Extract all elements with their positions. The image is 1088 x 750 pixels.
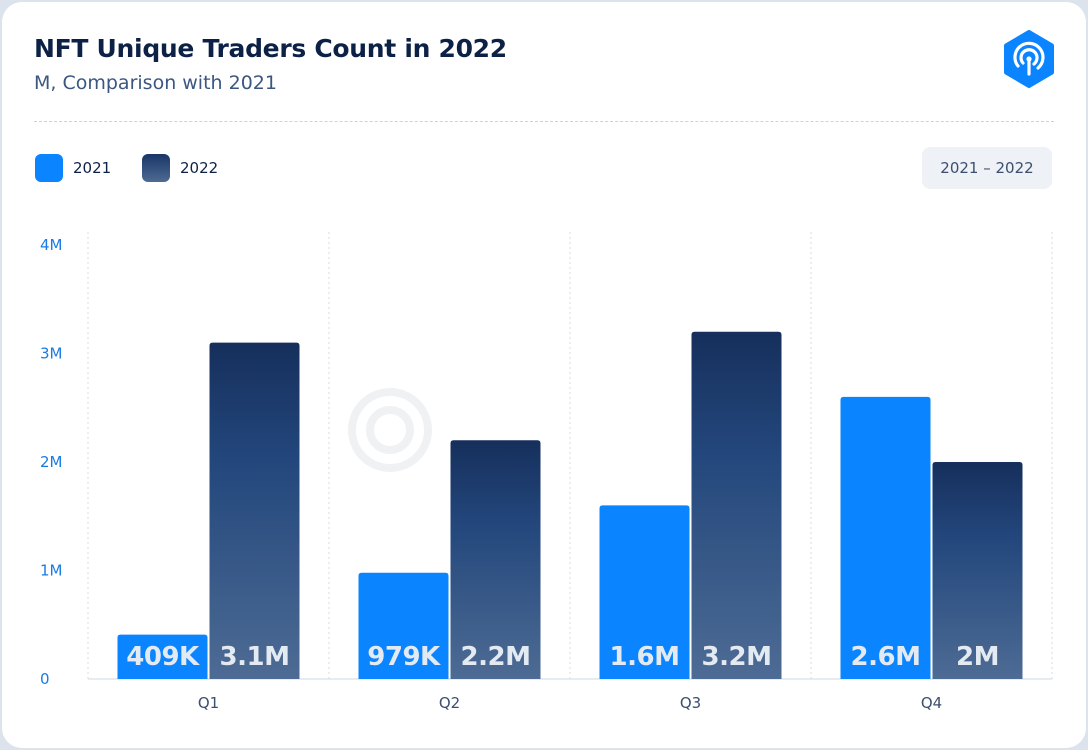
y-tick-label: 1M bbox=[40, 562, 63, 580]
data-label: 3.1M bbox=[220, 642, 290, 672]
legend-swatch-2021 bbox=[35, 154, 63, 182]
chart-title: NFT Unique Traders Count in 2022 bbox=[34, 34, 507, 63]
bar-2022-q3[interactable] bbox=[691, 331, 782, 679]
data-label: 2M bbox=[956, 642, 999, 672]
legend-item-2022[interactable]: 2022 bbox=[142, 154, 218, 182]
legend-item-2021[interactable]: 2021 bbox=[35, 154, 111, 182]
chart-subtitle: M, Comparison with 2021 bbox=[34, 72, 277, 94]
data-label: 409K bbox=[126, 642, 200, 672]
bar-2022-q1[interactable] bbox=[209, 342, 300, 679]
bar-2021-q1[interactable] bbox=[117, 634, 208, 679]
legend-swatch-2022 bbox=[142, 154, 170, 182]
data-label: 2.6M bbox=[851, 642, 921, 672]
dappradar-logo-icon[interactable] bbox=[1000, 30, 1058, 88]
y-tick-label: 0 bbox=[40, 670, 50, 688]
y-tick-label: 3M bbox=[40, 345, 63, 363]
y-tick-label: 2M bbox=[40, 453, 63, 471]
x-tick-label: Q1 bbox=[198, 694, 219, 712]
bar-2021-q2[interactable] bbox=[358, 572, 449, 679]
watermark-icon bbox=[348, 388, 432, 472]
header-divider bbox=[34, 121, 1054, 122]
bar-2021-q4[interactable] bbox=[840, 396, 931, 679]
date-range-button[interactable]: 2021 – 2022 bbox=[922, 147, 1052, 189]
x-tick-label: Q3 bbox=[680, 694, 701, 712]
y-tick-label: 4M bbox=[40, 236, 63, 254]
bar-2021-q3[interactable] bbox=[599, 505, 690, 679]
data-label: 1.6M bbox=[610, 642, 680, 672]
data-label: 3.2M bbox=[702, 642, 772, 672]
bar-2022-q2[interactable] bbox=[450, 440, 541, 679]
legend-label-2021: 2021 bbox=[73, 159, 112, 177]
data-label: 2.2M bbox=[461, 642, 531, 672]
legend-label-2022: 2022 bbox=[180, 159, 219, 177]
bar-2022-q4[interactable] bbox=[932, 462, 1023, 679]
x-tick-label: Q4 bbox=[921, 694, 942, 712]
data-label: 979K bbox=[367, 642, 441, 672]
x-tick-label: Q2 bbox=[439, 694, 460, 712]
